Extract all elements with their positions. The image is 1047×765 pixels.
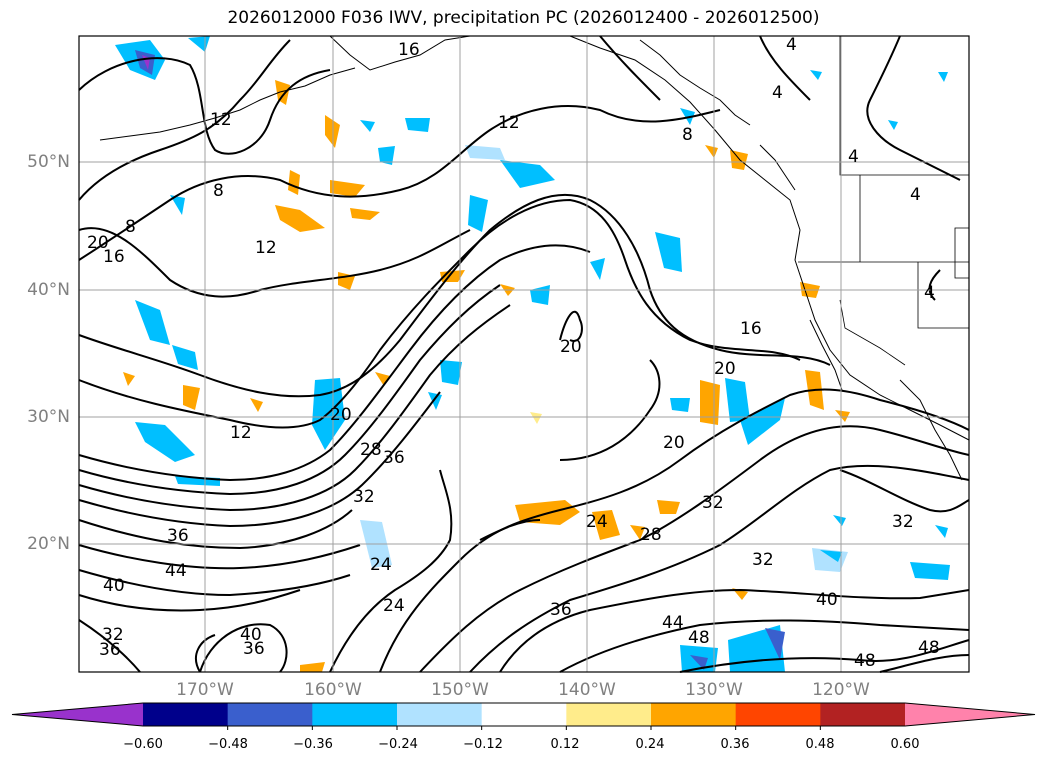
colorbar-tick: −0.24 [378, 737, 418, 752]
contour-label: 36 [550, 600, 572, 620]
contour-label: 8 [682, 125, 693, 145]
chart-title: 2026012000 F036 IWV, precipitation PC (2… [227, 8, 820, 28]
contour-label: 36 [243, 639, 265, 659]
colorbar-tick: 0.36 [720, 737, 750, 752]
contour-label: 8 [213, 181, 224, 201]
colorbar-segment [651, 703, 737, 726]
contour-label: 44 [165, 561, 187, 581]
colorbar-segment [481, 703, 567, 726]
contour-label: 32 [892, 512, 914, 532]
lat-label-20n: 20°N [27, 534, 70, 554]
contour-label: 4 [924, 283, 935, 303]
contour-label: 36 [167, 526, 189, 546]
contour-label: 16 [103, 247, 125, 267]
colorbar-segment [735, 703, 821, 726]
graticule [79, 36, 969, 672]
contour-label: 16 [740, 319, 762, 339]
lon-label-170w: 170°W [176, 680, 234, 700]
colorbar-tick: −0.60 [123, 737, 163, 752]
contour-label: 20 [663, 433, 685, 453]
contour-label: 4 [786, 35, 797, 55]
colorbar-segment [143, 703, 229, 726]
contour-label: 12 [230, 423, 252, 443]
colorbar-tick: 0.12 [550, 737, 580, 752]
colorbar-segment [820, 703, 906, 726]
lon-label-160w: 160°W [304, 680, 362, 700]
contour-label: 20 [87, 233, 109, 253]
contour-label: 32 [702, 493, 724, 513]
contour-label: 48 [854, 651, 876, 671]
contour-label: 4 [910, 185, 921, 205]
contour-label: 12 [498, 113, 520, 133]
colorbar-outline [11, 702, 1036, 727]
contour-label: 24 [586, 512, 608, 532]
contour-label: 24 [383, 596, 405, 616]
contour-label: 12 [210, 110, 232, 130]
lat-label-30n: 30°N [27, 407, 70, 427]
precip-fill [115, 36, 950, 672]
map-frame [78, 35, 970, 673]
contour-label: 36 [383, 448, 405, 468]
contour-label: 8 [125, 217, 136, 237]
colorbar-tick: −0.36 [293, 737, 333, 752]
colorbar-segment [566, 703, 652, 726]
colorbar-tick: −0.48 [208, 737, 248, 752]
iwv-contours [78, 35, 970, 673]
lat-label-50n: 50°N [27, 152, 70, 172]
lon-label-130w: 130°W [685, 680, 743, 700]
contour-label: 4 [848, 147, 859, 167]
colorbar-segment [312, 703, 398, 726]
contour-label: 48 [688, 628, 710, 648]
contour-label: 32 [752, 550, 774, 570]
contour-label: 40 [103, 576, 125, 596]
contour-label: 20 [714, 359, 736, 379]
colorbar-tick: −0.12 [463, 737, 503, 752]
contour-label-group: 4 4 4 4 4 8 8 8 12 12 12 12 16 16 16 20 … [87, 35, 940, 671]
colorbar-tick: 0.60 [890, 737, 920, 752]
contour-label: 28 [360, 440, 382, 460]
lon-label-150w: 150°W [431, 680, 489, 700]
colorbar [11, 702, 1036, 730]
colorbar-segment [227, 703, 313, 726]
contour-label: 28 [640, 525, 662, 545]
contour-label: 36 [99, 640, 121, 660]
contour-label: 20 [330, 405, 352, 425]
coastline [99, 35, 970, 481]
contour-label: 48 [918, 638, 940, 658]
contour-label: 44 [662, 613, 684, 633]
colorbar-tick: 0.24 [635, 737, 665, 752]
colorbar-segment [397, 703, 483, 726]
lon-label-120w: 120°W [812, 680, 870, 700]
contour-label: 32 [102, 625, 124, 645]
contour-label: 16 [398, 40, 420, 60]
contour-label: 40 [240, 625, 262, 645]
contour-label: 20 [560, 337, 582, 357]
contour-label: 4 [772, 83, 783, 103]
colorbar-tick: 0.48 [805, 737, 835, 752]
contour-label: 32 [353, 487, 375, 507]
lon-label-140w: 140°W [558, 680, 616, 700]
lat-label-40n: 40°N [27, 280, 70, 300]
colorbar-extend-low [12, 703, 143, 726]
contour-label: 40 [816, 590, 838, 610]
colorbar-extend-high [905, 703, 1035, 726]
contour-label: 24 [370, 555, 392, 575]
contour-label: 12 [255, 238, 277, 258]
